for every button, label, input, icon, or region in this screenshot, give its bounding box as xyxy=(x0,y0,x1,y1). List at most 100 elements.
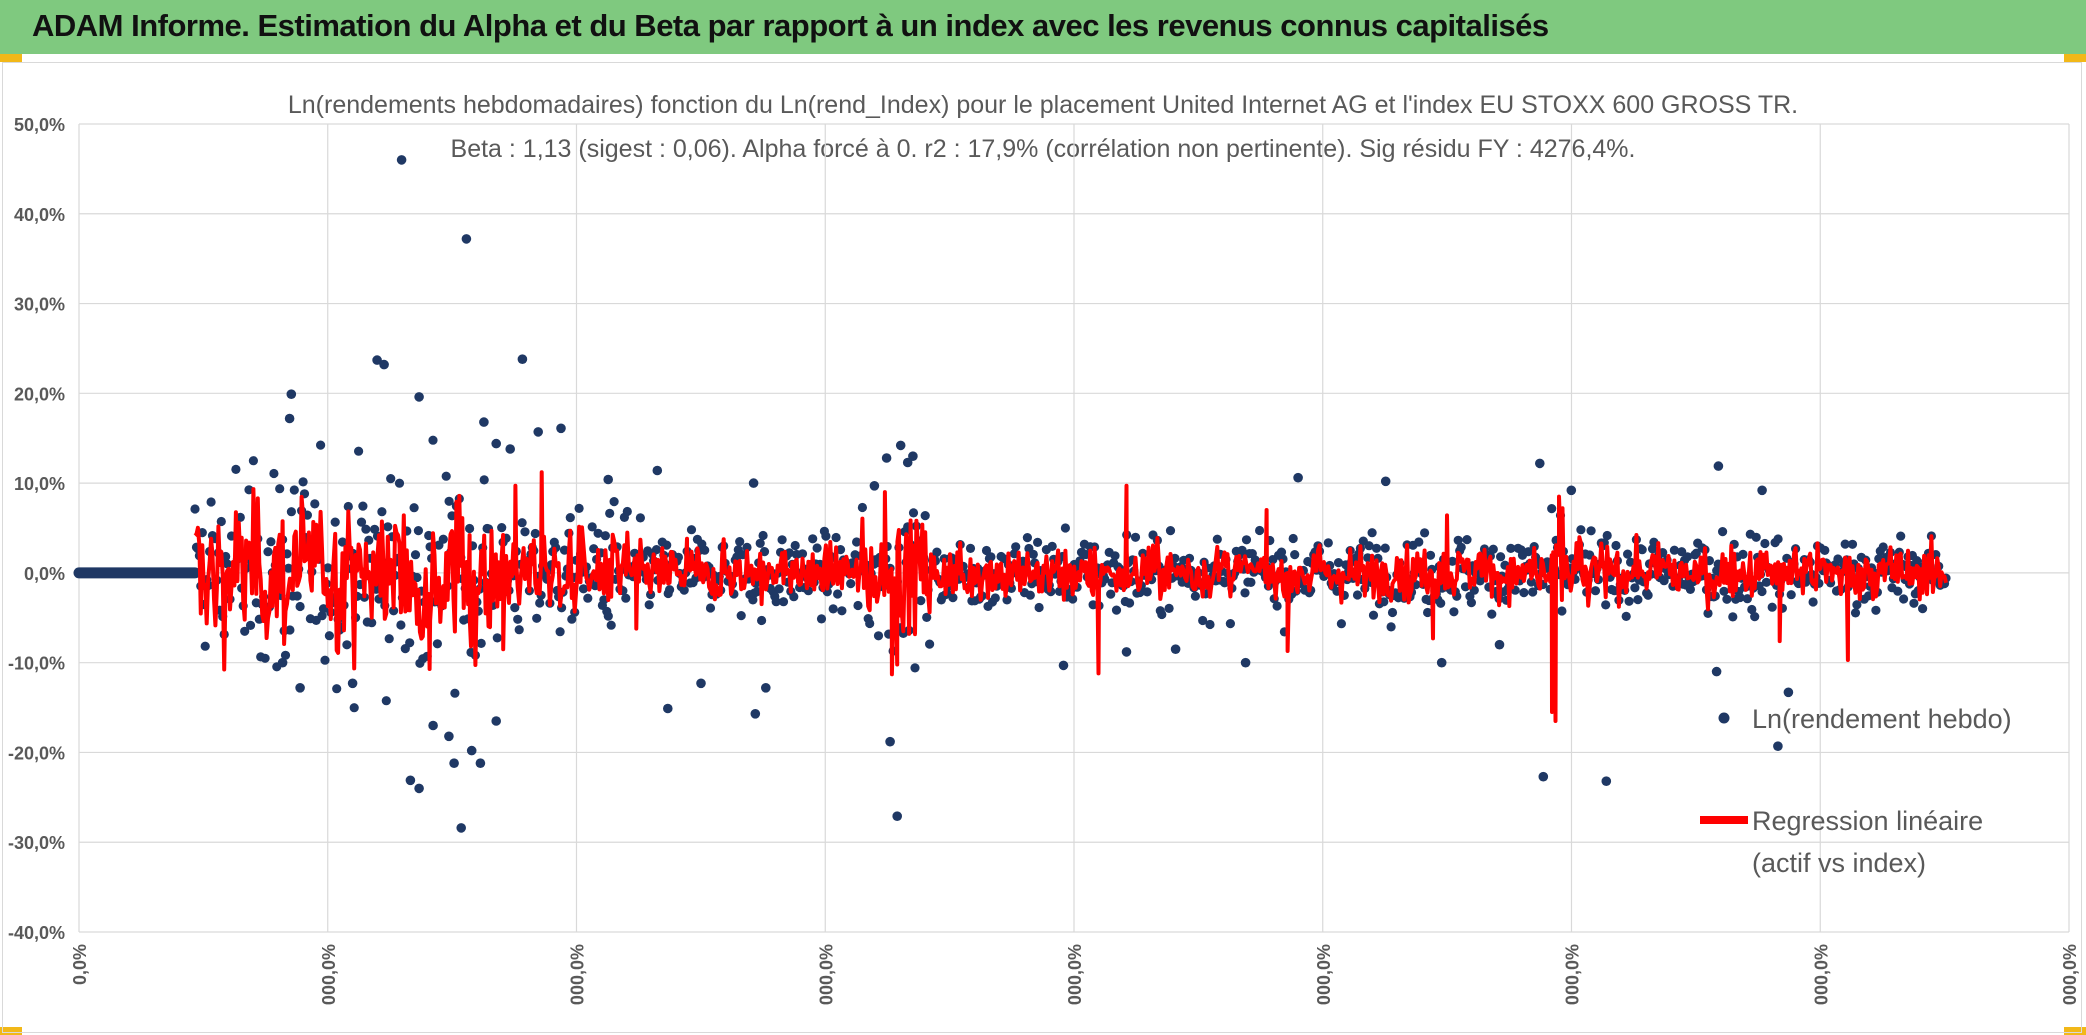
data-point xyxy=(1130,532,1141,542)
data-point xyxy=(981,545,992,556)
outlier-point xyxy=(1783,687,1794,698)
data-point xyxy=(1703,608,1713,619)
data-point xyxy=(1820,545,1830,556)
data-point xyxy=(1623,549,1633,559)
data-point xyxy=(1633,595,1643,605)
data-point xyxy=(1808,597,1818,607)
data-point xyxy=(292,591,302,601)
data-point xyxy=(1728,612,1738,622)
data-point xyxy=(1761,577,1771,587)
data-point xyxy=(1487,609,1497,619)
y-tick-label: -30,0% xyxy=(8,833,65,853)
data-point xyxy=(438,534,448,544)
data-point xyxy=(1336,619,1346,629)
outlier-point xyxy=(761,683,771,693)
corner-marker-bottom-right xyxy=(2064,1027,2086,1035)
data-point xyxy=(605,508,615,518)
data-point xyxy=(1528,587,1538,597)
data-point xyxy=(1767,602,1777,612)
data-point xyxy=(873,631,884,641)
data-point xyxy=(846,579,856,589)
data-point xyxy=(1237,545,1247,555)
data-point xyxy=(1276,547,1287,557)
data-point xyxy=(778,597,789,607)
outlier-point xyxy=(533,427,543,437)
data-point xyxy=(1643,590,1653,600)
data-point xyxy=(1899,594,1909,604)
data-point xyxy=(356,517,367,527)
data-point xyxy=(1649,537,1659,547)
data-point xyxy=(343,501,353,512)
data-point xyxy=(330,517,340,527)
chart-subtitle: Beta : 1,13 (sigest : 0,06). Alpha forcé… xyxy=(451,135,1636,163)
outlier-point xyxy=(902,457,913,468)
data-point xyxy=(216,516,226,527)
y-tick-label: -40,0% xyxy=(8,923,65,943)
outlier-point xyxy=(396,155,407,165)
x-tick-label: 000,0% xyxy=(568,944,588,1005)
outlier-point xyxy=(379,359,389,370)
outlier-point xyxy=(475,758,486,768)
data-point xyxy=(1602,530,1612,541)
data-point xyxy=(789,592,799,602)
data-point xyxy=(286,507,296,517)
data-point xyxy=(386,474,396,484)
data-point xyxy=(530,528,540,539)
data-point xyxy=(758,530,768,541)
data-point xyxy=(1590,586,1601,596)
outlier-point xyxy=(1535,458,1545,469)
outlier-point xyxy=(491,716,502,726)
outlier-point xyxy=(428,720,438,731)
data-point xyxy=(1111,605,1122,615)
data-point xyxy=(394,478,405,488)
data-point xyxy=(821,531,831,541)
data-point xyxy=(384,634,394,644)
x-tick-label: 000,0% xyxy=(1314,944,1334,1005)
data-point xyxy=(1757,586,1767,597)
data-point xyxy=(358,501,368,511)
data-point xyxy=(476,638,486,649)
data-point xyxy=(413,526,423,536)
data-point xyxy=(828,604,838,614)
data-point xyxy=(317,611,327,621)
data-point xyxy=(1449,607,1459,617)
data-point xyxy=(412,572,422,583)
data-point xyxy=(377,507,387,517)
regression-path xyxy=(193,470,1948,723)
data-point xyxy=(736,611,746,621)
outlier-point xyxy=(696,678,706,689)
data-point xyxy=(1462,535,1472,545)
data-point xyxy=(361,524,371,534)
data-point xyxy=(1453,535,1463,545)
data-point xyxy=(244,485,254,495)
data-point xyxy=(266,537,276,547)
outlier-point xyxy=(895,440,906,451)
outlier-point xyxy=(892,811,902,821)
data-point xyxy=(990,593,1000,603)
data-point xyxy=(1323,538,1333,548)
outlier-point xyxy=(414,783,424,794)
data-point xyxy=(700,545,710,555)
data-point xyxy=(1751,532,1761,542)
data-point xyxy=(1420,528,1430,538)
outlier-point xyxy=(444,731,454,742)
data-point xyxy=(1456,542,1466,552)
data-point xyxy=(757,615,767,626)
data-point xyxy=(583,593,593,603)
data-point xyxy=(1586,526,1596,536)
data-point xyxy=(190,504,200,514)
data-point xyxy=(932,547,942,557)
data-point xyxy=(705,603,716,613)
data-point xyxy=(405,638,415,648)
data-point xyxy=(1142,587,1152,597)
data-point xyxy=(324,631,334,641)
data-point xyxy=(593,528,603,538)
data-point xyxy=(925,639,935,649)
data-point xyxy=(318,604,329,614)
outlier-point xyxy=(1170,644,1181,654)
data-point xyxy=(1368,610,1379,620)
outlier-point xyxy=(1601,776,1612,786)
y-tick-label: -10,0% xyxy=(8,654,65,674)
data-point xyxy=(1205,619,1215,630)
